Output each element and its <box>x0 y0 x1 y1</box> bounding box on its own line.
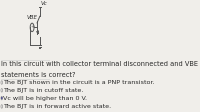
Text: +: + <box>30 24 34 29</box>
Text: statements is correct?: statements is correct? <box>1 72 76 78</box>
Circle shape <box>1 97 2 99</box>
Text: VBE: VBE <box>27 15 38 20</box>
Text: In this circuit with collector terminal disconnected and VBE = 0.7 V, which of t: In this circuit with collector terminal … <box>1 61 200 67</box>
Text: Vc will be higher than 0 V.: Vc will be higher than 0 V. <box>3 96 87 101</box>
Text: The BJT shown in the circuit is a PNP transistor.: The BJT shown in the circuit is a PNP tr… <box>3 80 155 85</box>
Text: The BJT is in forward active state.: The BJT is in forward active state. <box>3 104 111 109</box>
Text: The BJT is in cutoff state.: The BJT is in cutoff state. <box>3 88 84 93</box>
Text: Vc: Vc <box>40 1 47 6</box>
